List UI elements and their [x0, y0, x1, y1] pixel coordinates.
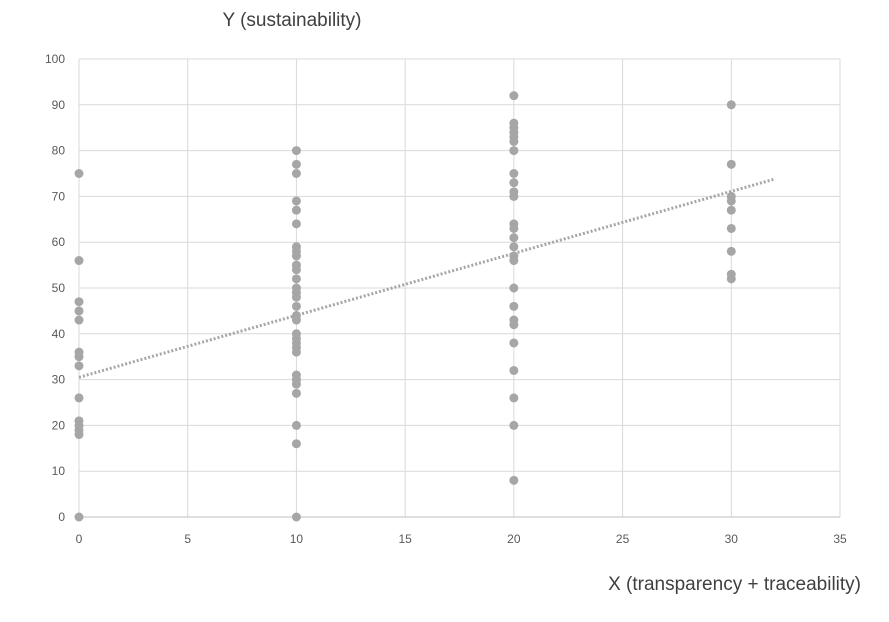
y-tick-label: 70: [52, 189, 66, 203]
x-tick-label: 35: [833, 532, 847, 546]
data-point: [509, 242, 519, 252]
data-point: [509, 178, 519, 188]
data-point: [509, 91, 519, 101]
x-tick-label: 10: [290, 532, 304, 546]
data-point: [509, 475, 519, 485]
data-point: [726, 274, 736, 284]
data-point: [74, 430, 84, 440]
data-point: [509, 420, 519, 430]
grid-layer: [78, 58, 841, 518]
data-point: [726, 196, 736, 206]
data-point: [291, 512, 301, 522]
y-tick-label: 100: [45, 52, 65, 66]
data-point: [291, 301, 301, 311]
y-tick-label: 10: [52, 464, 66, 478]
data-point: [509, 365, 519, 375]
data-point: [291, 439, 301, 449]
data-point: [291, 388, 301, 398]
data-point: [291, 347, 301, 357]
data-point: [726, 246, 736, 256]
data-point: [726, 223, 736, 233]
data-point: [291, 169, 301, 178]
data-point: [291, 196, 301, 206]
data-point: [291, 205, 301, 215]
x-tick-label: 20: [507, 532, 521, 546]
data-point: [74, 361, 84, 371]
data-point: [291, 265, 301, 275]
data-point: [291, 379, 301, 389]
y-tick-label: 60: [52, 235, 66, 249]
data-point: [509, 223, 519, 233]
y-axis-label: Y (sustainability): [222, 10, 361, 31]
data-point: [74, 169, 84, 178]
trendline-layer: [78, 177, 776, 379]
y-tick-label: 0: [58, 510, 65, 524]
data-point: [509, 169, 519, 178]
data-point: [74, 256, 84, 266]
data-point: [74, 315, 84, 325]
data-point: [74, 393, 84, 403]
data-point: [291, 159, 301, 169]
data-point: [509, 233, 519, 243]
data-point: [509, 320, 519, 330]
y-tick-label: 30: [52, 373, 66, 387]
y-tick-label: 50: [52, 281, 66, 295]
trendline: [78, 177, 776, 379]
data-point: [726, 159, 736, 169]
data-point: [509, 283, 519, 293]
data-point: [509, 256, 519, 266]
y-tick-label: 20: [52, 418, 66, 432]
data-point: [291, 292, 301, 302]
data-point: [509, 191, 519, 201]
data-point: [291, 251, 301, 261]
data-point: [291, 274, 301, 284]
data-point: [291, 315, 301, 325]
x-tick-label: 0: [76, 532, 83, 546]
data-point: [509, 136, 519, 146]
data-point: [726, 205, 736, 215]
data-point: [74, 306, 84, 316]
x-tick-label: 5: [184, 532, 191, 546]
data-point: [509, 338, 519, 348]
data-point: [509, 146, 519, 156]
points-layer: [74, 91, 736, 522]
x-axis-label: X (transparency + traceability): [608, 574, 861, 595]
tick-labels: 0 10 20 30 40 50 60 70 80 90 100 0 5 10 15 20 25 30 35: [45, 52, 847, 546]
data-point: [291, 146, 301, 156]
data-point: [74, 297, 84, 307]
data-point: [74, 512, 84, 522]
y-tick-label: 40: [52, 327, 66, 341]
data-point: [74, 352, 84, 362]
y-tick-label: 80: [52, 144, 66, 158]
data-point: [291, 420, 301, 430]
data-point: [509, 393, 519, 403]
x-tick-label: 30: [725, 532, 739, 546]
data-point: [726, 100, 736, 110]
y-tick-label: 90: [52, 98, 66, 112]
data-point: [291, 219, 301, 229]
data-point: [509, 301, 519, 311]
x-tick-label: 25: [616, 532, 630, 546]
x-tick-label: 15: [398, 532, 412, 546]
